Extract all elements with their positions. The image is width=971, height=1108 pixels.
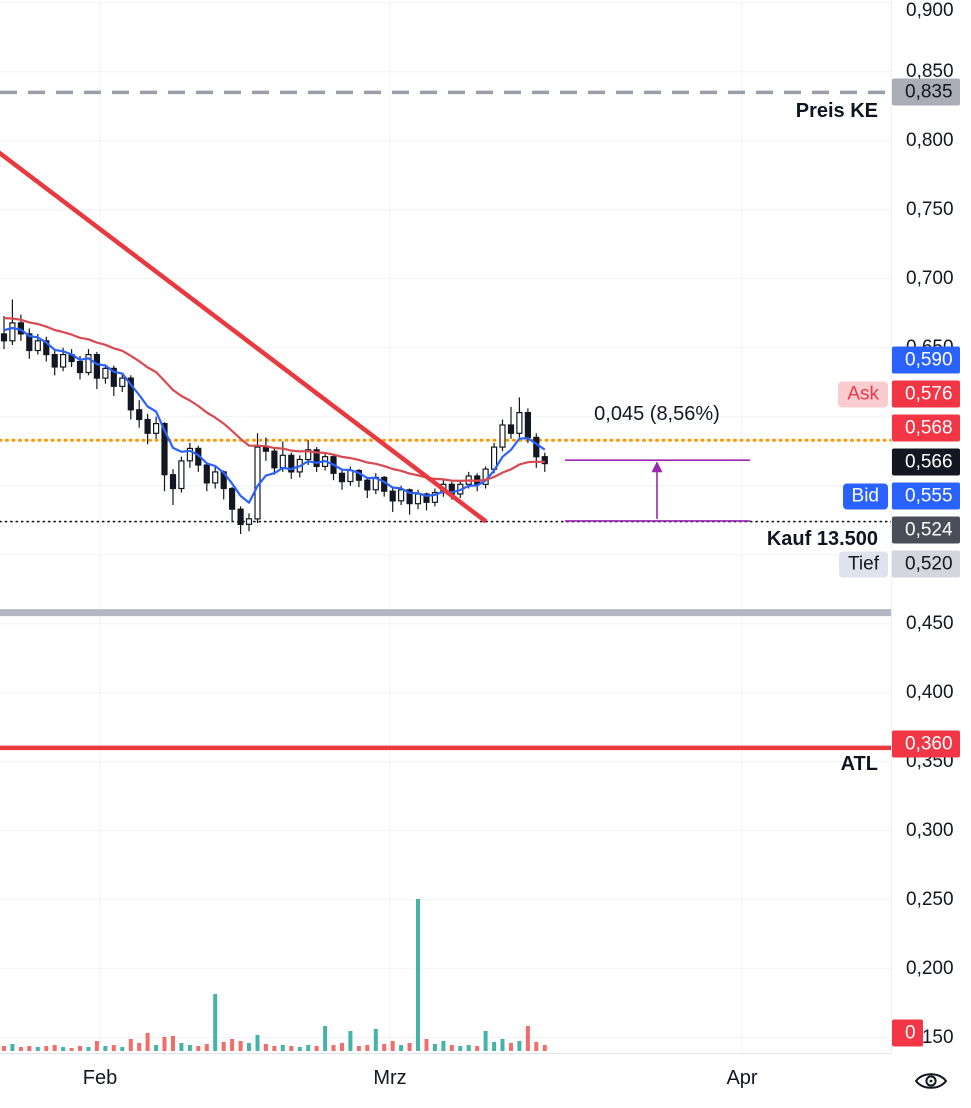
ma-slow-line[interactable] xyxy=(3,317,545,482)
price-tick-label: 0,450 xyxy=(906,612,954,634)
price-badge-atl: 0,360 xyxy=(892,730,960,758)
time-tick-label: Mrz xyxy=(373,1067,407,1089)
price-badge-last: 0,566 xyxy=(892,448,960,476)
time-tick-label: Feb xyxy=(82,1067,118,1089)
atl-label[interactable]: ATL xyxy=(840,753,878,775)
volume-bars xyxy=(2,899,547,1051)
price-tick-label: 0,400 xyxy=(906,681,954,703)
measurement-drawing[interactable] xyxy=(565,459,750,522)
price-badge-alert: 0,568 xyxy=(892,414,960,442)
tief-tag-badge[interactable]: Tief xyxy=(839,551,888,577)
ma-fast-line[interactable] xyxy=(3,326,546,504)
price-tick-label: 0,200 xyxy=(906,957,954,979)
measurement-label[interactable]: 0,045 (8,56%) xyxy=(594,403,720,425)
time-axis[interactable]: Feb Mrz Apr xyxy=(0,1053,971,1108)
price-badge-order: 0,524 xyxy=(892,516,960,544)
eye-icon[interactable] xyxy=(913,1068,949,1094)
price-tick-label: 0,700 xyxy=(906,267,954,289)
time-tick-label: Apr xyxy=(726,1067,758,1089)
bid-tag-badge[interactable]: Bid xyxy=(842,483,888,509)
gridlines xyxy=(0,0,891,1053)
ask-tag-badge[interactable]: Ask xyxy=(838,381,888,407)
preis-ke-label[interactable]: Preis KE xyxy=(795,100,878,122)
price-badge-bid: 0,555 Bid xyxy=(842,482,960,510)
price-tick-label: 0,300 xyxy=(906,819,954,841)
trendline[interactable] xyxy=(0,150,488,524)
kauf-order-label[interactable]: Kauf 13.500 xyxy=(766,528,878,550)
price-axis[interactable]: 0,9000,8500,8000,7500,7000,6500,4500,400… xyxy=(838,0,971,1053)
volume-badge: 0 xyxy=(892,1019,923,1047)
axis-corner xyxy=(891,1053,971,1108)
price-tick-label: 0,250 xyxy=(906,888,954,910)
price-tick-label: 0,900 xyxy=(906,0,954,21)
price-badge-high: 0,590 xyxy=(892,346,960,374)
price-badge-ask: 0,576 Ask xyxy=(838,380,960,408)
price-tick-label: 0,750 xyxy=(906,198,954,220)
price-tick-label: 0,800 xyxy=(906,129,954,151)
price-tick-label: 0,850 xyxy=(906,60,954,82)
price-badge-preis-ke: 0,835 xyxy=(892,78,960,106)
price-badge-low: 0,520 Tief xyxy=(839,550,960,578)
